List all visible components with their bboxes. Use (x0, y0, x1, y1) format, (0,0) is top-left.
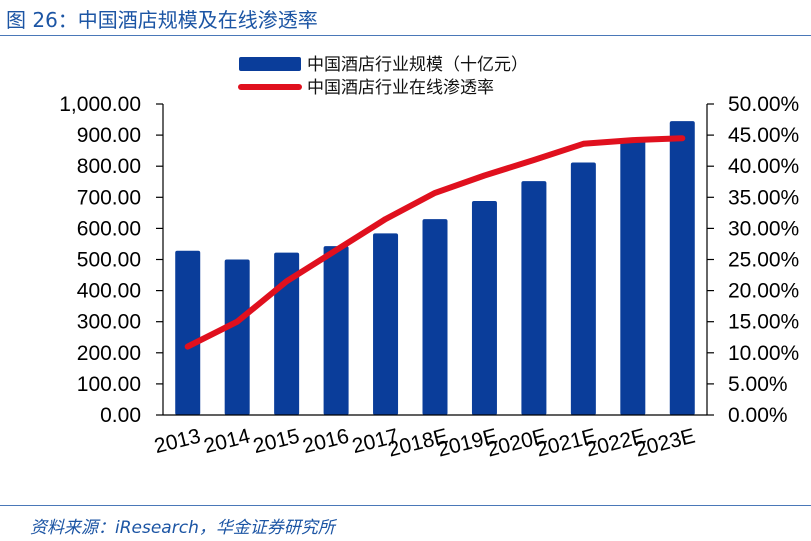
right-tick-label: 50.00% (728, 93, 799, 116)
right-tick-label: 10.00% (728, 342, 799, 365)
x-tick-label: 2016 (300, 425, 351, 459)
source-note: 资料来源：iResearch，华金证券研究所 (30, 518, 335, 538)
bar-2016 (323, 246, 349, 415)
figure-title: 图 26：中国酒店规模及在线渗透率 (6, 8, 318, 32)
left-tick-label: 0.00 (100, 404, 141, 427)
bar-2018E (422, 219, 448, 415)
right-tick-label: 45.00% (728, 124, 799, 147)
x-tick-label: 2013 (152, 425, 203, 459)
right-tick-label: 5.00% (728, 373, 788, 396)
legend-bar-label: 中国酒店行业规模（十亿元） (307, 55, 528, 75)
x-axis-ticks: 201320142015201620172018E2019E2020E2021E… (152, 424, 697, 461)
bar-2022E (620, 139, 646, 415)
bars-group (175, 121, 695, 415)
left-tick-label: 1,000.00 (59, 93, 141, 116)
legend-bar-swatch (239, 57, 301, 71)
left-tick-label: 600.00 (77, 217, 141, 240)
source-divider (0, 505, 811, 506)
left-tick-label: 500.00 (77, 249, 141, 272)
bar-2013 (175, 250, 201, 415)
bar-2017 (373, 233, 399, 415)
line-layer (184, 135, 686, 350)
right-tick-label: 35.00% (728, 186, 799, 209)
left-tick-label: 300.00 (77, 311, 141, 334)
title-divider (0, 35, 811, 36)
bar-2023E (669, 121, 695, 415)
bar-2019E (471, 201, 497, 415)
right-tick-label: 20.00% (728, 280, 799, 303)
left-tick-label: 100.00 (77, 373, 141, 396)
bar-2021E (570, 162, 596, 415)
left-tick-label: 700.00 (77, 186, 141, 209)
bar-2020E (521, 181, 547, 415)
right-tick-label: 15.00% (728, 311, 799, 334)
legend-line-label: 中国酒店行业在线渗透率 (307, 78, 494, 98)
left-tick-label: 200.00 (77, 342, 141, 365)
right-tick-label: 0.00% (728, 404, 788, 427)
legend: 中国酒店行业规模（十亿元） 中国酒店行业在线渗透率 (238, 55, 528, 98)
left-axis-ticks: 0.00 100.00 200.00 300.00 400.00 500.00 600.00… (59, 93, 163, 427)
bar-2014 (224, 259, 250, 415)
left-tick-label: 900.00 (77, 124, 141, 147)
right-tick-label: 25.00% (728, 249, 799, 272)
x-tick-label: 2014 (201, 424, 252, 458)
x-tick-label: 2015 (251, 425, 302, 459)
hotel-market-chart: 0.00 100.00 200.00 300.00 400.00 500.00 600.00… (59, 55, 799, 462)
right-axis-ticks: 0.00% 5.00% 10.00% 15.00% 20.00% 25.00% 30.00%… (707, 93, 799, 427)
right-tick-label: 30.00% (728, 217, 799, 240)
online-rate-line (184, 135, 686, 350)
left-tick-label: 800.00 (77, 155, 141, 178)
left-tick-label: 400.00 (77, 280, 141, 303)
bar-2015 (274, 252, 300, 415)
right-tick-label: 40.00% (728, 155, 799, 178)
